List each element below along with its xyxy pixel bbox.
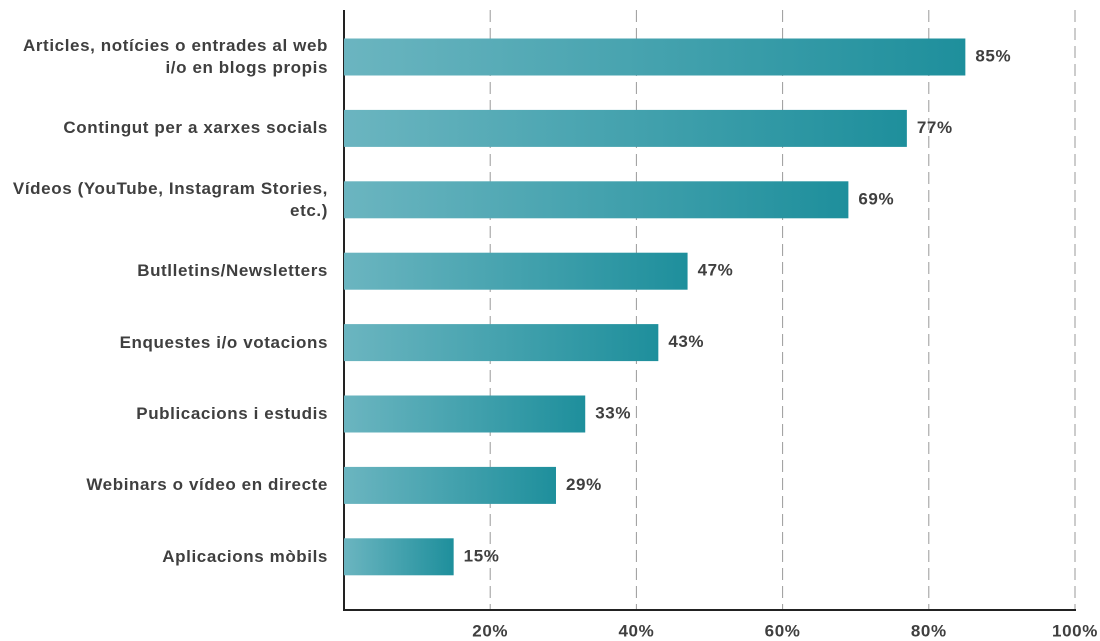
x-tick-label: 100%: [1052, 621, 1098, 640]
bar: [344, 324, 659, 362]
value-label: 15%: [464, 546, 500, 565]
category-label: Aplicacions mòbils: [162, 546, 328, 566]
x-tick-label: 40%: [618, 621, 654, 640]
x-tick-label: 80%: [911, 621, 947, 640]
value-label: 29%: [566, 475, 602, 494]
value-label: 33%: [595, 403, 631, 422]
bar: [344, 395, 586, 433]
bar: [344, 181, 849, 219]
category-label: Butlletins/Newsletters: [137, 261, 328, 281]
category-label: Enquestes i/o votacions: [119, 332, 328, 352]
category-label: Vídeos (YouTube, Instagram Stories, etc.…: [12, 178, 328, 220]
category-label: Contingut per a xarxes socials: [63, 118, 328, 138]
x-tick-label: 20%: [472, 621, 508, 640]
category-label: Webinars o vídeo en directe: [86, 475, 328, 495]
bar: [344, 109, 907, 147]
x-tick-label: 60%: [765, 621, 801, 640]
bar: [344, 252, 688, 290]
bar: [344, 538, 454, 576]
value-label: 43%: [668, 332, 704, 351]
bar: [344, 38, 966, 76]
value-label: 47%: [698, 261, 734, 280]
value-label: 77%: [917, 118, 953, 137]
category-label: Publicacions i estudis: [136, 404, 328, 423]
value-label: 85%: [975, 46, 1011, 65]
value-label: 69%: [858, 189, 894, 208]
bar: [344, 466, 556, 504]
category-label: Articles, notícies o entrades al web i/o…: [22, 36, 328, 77]
